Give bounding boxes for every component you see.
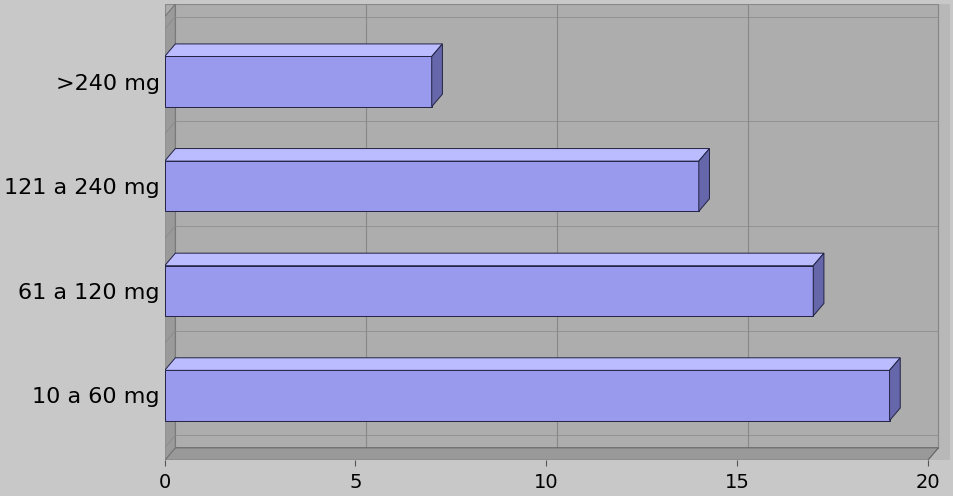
Polygon shape [165, 4, 175, 460]
Polygon shape [165, 161, 698, 211]
Polygon shape [165, 358, 900, 371]
Polygon shape [888, 358, 900, 421]
Polygon shape [165, 44, 442, 57]
Polygon shape [165, 57, 432, 107]
Polygon shape [165, 253, 823, 266]
Polygon shape [432, 44, 442, 107]
Polygon shape [165, 148, 709, 161]
Polygon shape [812, 253, 823, 316]
Polygon shape [165, 371, 888, 421]
Polygon shape [698, 148, 709, 211]
Polygon shape [165, 4, 938, 448]
Polygon shape [165, 448, 938, 460]
Polygon shape [165, 266, 812, 316]
